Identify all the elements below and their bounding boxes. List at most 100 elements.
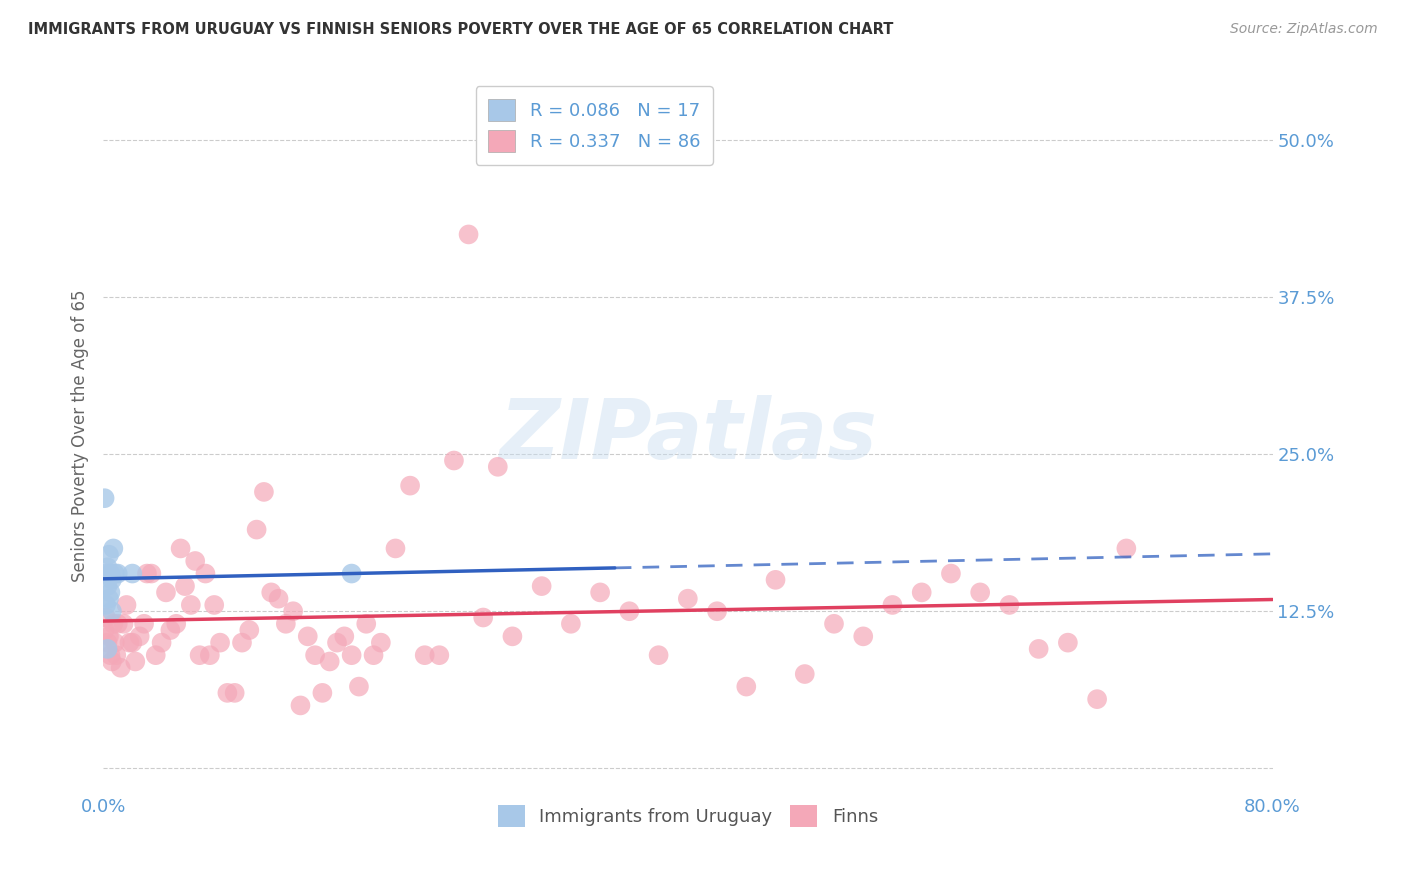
Point [340,648,363,663]
Point [486,459,509,474]
Point [706,604,728,618]
Point [107,616,129,631]
Point [124,655,146,669]
Point [363,648,385,663]
Point [253,484,276,499]
Point [100,648,122,663]
Point [1057,635,1080,649]
Point [530,579,553,593]
Point [128,629,150,643]
Point [115,598,138,612]
Point [501,629,523,643]
Point [1028,641,1050,656]
Point [457,227,479,242]
Point [333,629,356,643]
Point [165,616,187,631]
Point [101,655,124,669]
Point [297,629,319,643]
Point [1115,541,1137,556]
Point [105,648,128,663]
Point [911,585,934,599]
Point [103,616,125,631]
Point [145,648,167,663]
Point [326,635,349,649]
Point [231,635,253,649]
Point [224,686,246,700]
Point [267,591,290,606]
Point [274,616,297,631]
Point [619,604,641,618]
Point [121,635,143,649]
Point [100,585,122,599]
Point [370,635,392,649]
Point [998,598,1021,612]
Point [132,616,155,631]
Text: Source: ZipAtlas.com: Source: ZipAtlas.com [1230,22,1378,37]
Point [136,566,159,581]
Point [112,616,135,631]
Point [93,491,115,506]
Point [246,523,269,537]
Point [94,598,117,612]
Point [96,635,118,649]
Point [347,680,370,694]
Point [238,623,260,637]
Point [260,585,283,599]
Point [1085,692,1108,706]
Point [882,598,904,612]
Point [209,635,232,649]
Point [104,566,127,581]
Point [354,616,377,631]
Point [427,648,450,663]
Point [194,566,217,581]
Point [443,453,465,467]
Point [93,623,115,637]
Point [340,566,363,581]
Point [150,635,173,649]
Point [110,661,132,675]
Y-axis label: Seniors Poverty Over the Age of 65: Seniors Poverty Over the Age of 65 [72,289,89,582]
Point [104,635,127,649]
Point [969,585,991,599]
Point [560,616,582,631]
Point [121,566,143,581]
Point [101,604,124,618]
Point [188,648,211,663]
Point [159,623,181,637]
Point [118,635,141,649]
Point [413,648,436,663]
Point [98,591,121,606]
Point [318,655,340,669]
Point [169,541,191,556]
Point [198,648,221,663]
Point [384,541,406,556]
Point [399,478,422,492]
Point [304,648,326,663]
Point [174,579,197,593]
Point [98,629,121,643]
Point [290,698,312,713]
Point [100,566,122,581]
Point [98,548,121,562]
Point [103,541,125,556]
Point [101,573,124,587]
Point [793,667,815,681]
Point [823,616,845,631]
Point [735,680,758,694]
Point [107,566,129,581]
Point [311,686,333,700]
Point [939,566,962,581]
Point [94,610,117,624]
Point [96,579,118,593]
Point [589,585,612,599]
Text: IMMIGRANTS FROM URUGUAY VS FINNISH SENIORS POVERTY OVER THE AGE OF 65 CORRELATIO: IMMIGRANTS FROM URUGUAY VS FINNISH SENIO… [28,22,893,37]
Point [472,610,495,624]
Point [217,686,239,700]
Point [155,585,177,599]
Point [647,648,669,663]
Point [94,566,117,581]
Legend: Immigrants from Uruguay, Finns: Immigrants from Uruguay, Finns [491,798,886,834]
Point [202,598,225,612]
Text: ZIPatlas: ZIPatlas [499,395,877,476]
Point [96,641,118,656]
